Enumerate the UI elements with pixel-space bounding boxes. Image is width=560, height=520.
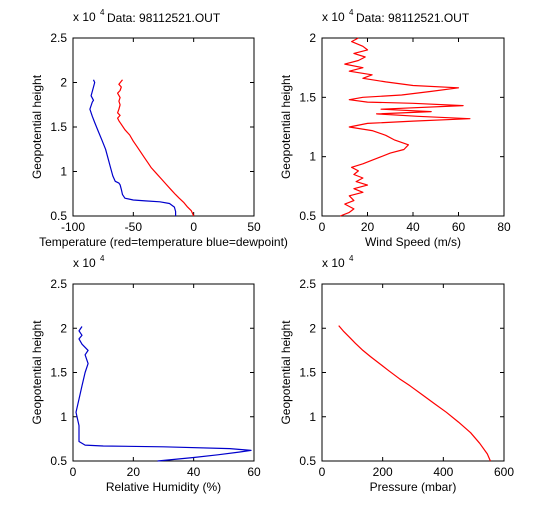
plot1-title: Data: 98112521.OUT bbox=[107, 11, 221, 25]
plot1-xtick-label: 0 bbox=[190, 220, 197, 234]
plot3-ytick-label: 0.5 bbox=[50, 454, 67, 468]
plot4-ytick-label: 2 bbox=[309, 321, 316, 335]
plot3-xtick-label: 40 bbox=[187, 465, 201, 479]
plot3-ytick-label: 2.5 bbox=[50, 277, 67, 291]
plot2-ytick-label: 1.5 bbox=[299, 90, 316, 104]
plot2-ytick-label: 0.5 bbox=[299, 209, 316, 223]
plot4-ytick-label: 2.5 bbox=[299, 277, 316, 291]
plot3-ytick-label: 2 bbox=[60, 321, 67, 335]
plot2-xtick-label: 60 bbox=[452, 220, 466, 234]
plot2-ytick-label: 2 bbox=[309, 31, 316, 45]
plot2-series-line-1 bbox=[339, 37, 471, 217]
plot1-ytick-label: 0.5 bbox=[50, 209, 67, 223]
plot1-xtick-label: -100 bbox=[61, 220, 85, 234]
plot1: -100 -50 0 50 0.5 1 1.5 2 2.5 Temperature (red=te… bbox=[30, 8, 288, 249]
plot4-xtick-label: 600 bbox=[494, 465, 514, 479]
plot4-xtick-label: 400 bbox=[433, 465, 453, 479]
plot4-y-exponent: 4 bbox=[349, 254, 354, 263]
plot2-y-exponent: 4 bbox=[349, 8, 354, 17]
plot1-xtick-label: 50 bbox=[247, 220, 261, 234]
plot3-y-exponent-label: x 10 bbox=[73, 256, 96, 270]
plot3-xlabel: Relative Humidity (%) bbox=[106, 480, 221, 494]
plot2-ytick-label: 1 bbox=[309, 150, 316, 164]
plot4: 0 200 400 600 0.5 1 1.5 2 2.5 Pressure (mbar) Geop… bbox=[279, 254, 514, 494]
plot2-title: Data: 98112521.OUT bbox=[356, 11, 470, 25]
plot2-ylabel: Geopotential height bbox=[279, 74, 293, 179]
plot3-ytick-label: 1.5 bbox=[50, 366, 67, 380]
plot3-xtick-label: 0 bbox=[70, 465, 77, 479]
plot4-xtick-label: 0 bbox=[319, 465, 326, 479]
plot1-y-exponent-label: x 10 bbox=[73, 10, 96, 24]
plot2-xtick-label: 40 bbox=[406, 220, 420, 234]
plot3-y-exponent: 4 bbox=[100, 254, 105, 263]
plot2-xtick-label: 80 bbox=[497, 220, 511, 234]
plot3-xtick-label: 60 bbox=[247, 465, 261, 479]
plot1-series-line-1 bbox=[116, 79, 195, 217]
plot4-axes-box bbox=[321, 283, 505, 462]
plot2: 0 20 40 60 80 0.5 1 1.5 2 Wind Speed (m/s) Geopote… bbox=[279, 8, 511, 249]
plot4-ytick-label: 1 bbox=[309, 410, 316, 424]
plot2-xtick-label: 20 bbox=[361, 220, 375, 234]
plot1-ytick-label: 1 bbox=[60, 165, 67, 179]
plot2-y-exponent-label: x 10 bbox=[322, 10, 345, 24]
plot1-ytick-label: 2 bbox=[60, 76, 67, 90]
plot1-y-exponent: 4 bbox=[100, 8, 105, 17]
plot4-xtick-label: 200 bbox=[373, 465, 393, 479]
plot3-xtick-label: 20 bbox=[127, 465, 141, 479]
plot4-ytick-label: 0.5 bbox=[299, 454, 316, 468]
plot4-y-exponent-label: x 10 bbox=[322, 256, 345, 270]
plot1-xtick-label: -50 bbox=[125, 220, 143, 234]
plot4-ylabel: Geopotential height bbox=[279, 320, 293, 425]
plot4-series-line-1 bbox=[338, 325, 491, 462]
plot3: 0 20 40 60 0.5 1 1.5 2 2.5 Relative Humidity (%) G… bbox=[30, 254, 261, 494]
plot4-xlabel: Pressure (mbar) bbox=[370, 480, 457, 494]
plot1-axes-box bbox=[72, 37, 255, 217]
plot3-ytick-label: 1 bbox=[60, 410, 67, 424]
plot1-ytick-label: 2.5 bbox=[50, 31, 67, 45]
plot3-axes-box bbox=[72, 283, 255, 462]
plot2-xlabel: Wind Speed (m/s) bbox=[365, 235, 461, 249]
plot1-xlabel: Temperature (red=temperature blue=dewpoi… bbox=[39, 235, 288, 249]
plot1-ytick-label: 1.5 bbox=[50, 120, 67, 134]
plot1-series-line-2 bbox=[89, 79, 177, 216]
plot2-xtick-label: 0 bbox=[319, 220, 326, 234]
plot3-ylabel: Geopotential height bbox=[30, 320, 44, 425]
plot4-ytick-label: 1.5 bbox=[299, 366, 316, 380]
plot3-series-line-1 bbox=[75, 326, 252, 462]
plot1-ylabel: Geopotential height bbox=[30, 74, 44, 179]
